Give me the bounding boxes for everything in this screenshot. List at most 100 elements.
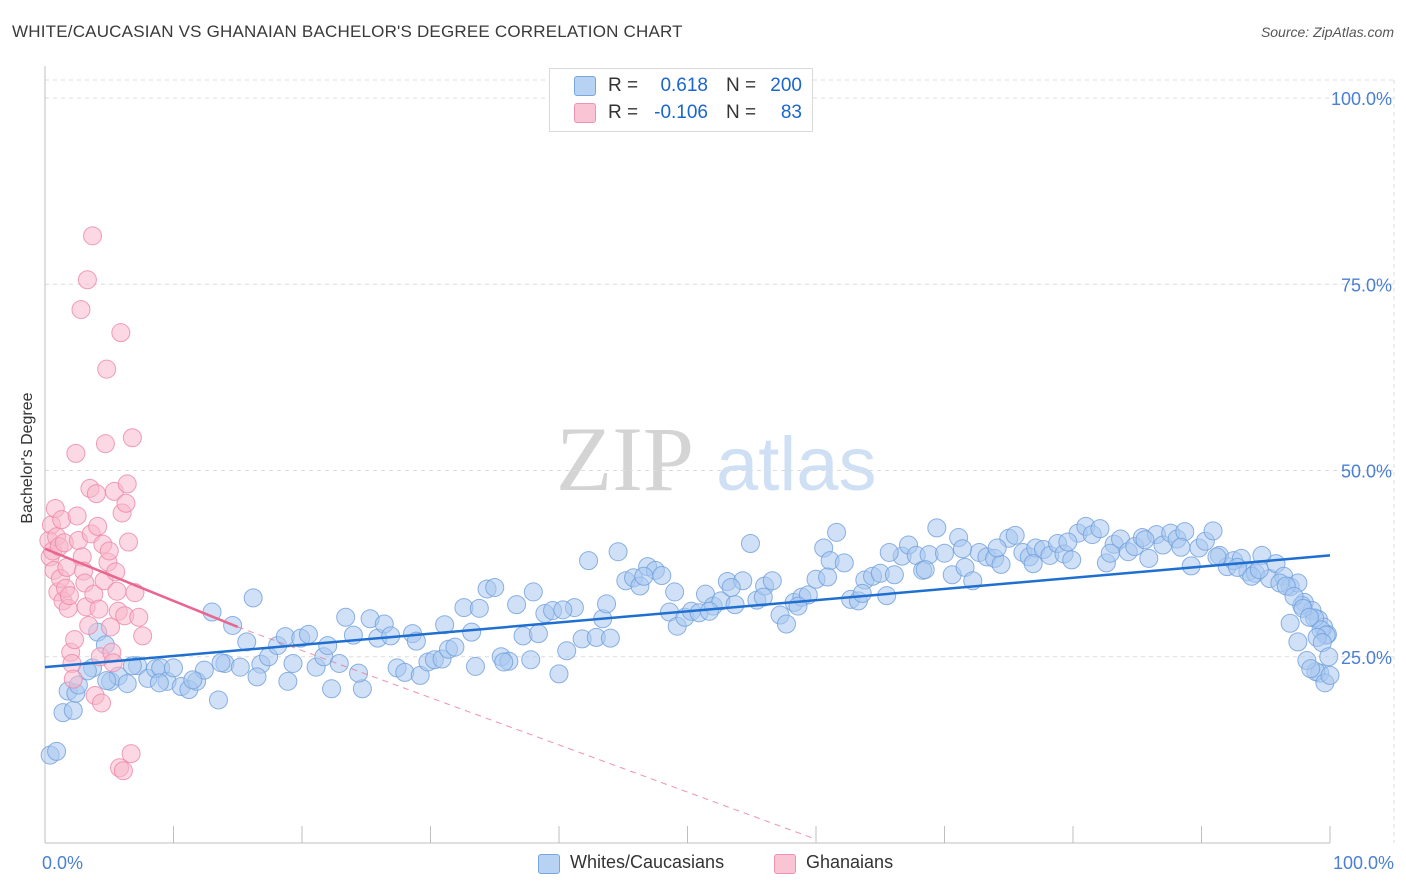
data-point-whites	[952, 539, 972, 559]
data-point-whites	[77, 661, 97, 681]
data-point-whites	[465, 656, 485, 676]
data-point-ghanaians	[67, 506, 87, 526]
bottom-legend-swatch-blue	[538, 854, 560, 874]
data-point-whites	[1299, 607, 1319, 627]
legend: R = 0.618 N = 200 R = -0.106 N = 83	[549, 68, 813, 132]
data-point-ghanaians	[122, 428, 142, 448]
data-point-ghanaians	[119, 532, 139, 552]
trend-lines	[44, 547, 1331, 840]
data-point-whites	[211, 653, 231, 673]
bottom-legend-label: Whites/Caucasians	[570, 852, 725, 872]
legend-r-value: -0.106	[654, 102, 708, 123]
data-point-whites	[329, 653, 349, 673]
data-point-whites	[183, 670, 203, 690]
data-point-whites	[1288, 632, 1308, 652]
data-point-whites	[1005, 525, 1025, 545]
data-point-whites	[1175, 522, 1195, 542]
data-point-ghanaians	[59, 586, 79, 606]
series-ghanaians	[39, 226, 153, 781]
y-tick-label: 100.0%	[1331, 89, 1392, 109]
data-point-whites	[278, 671, 298, 691]
data-point-whites	[788, 596, 808, 616]
data-point-whites	[469, 598, 489, 618]
data-point-whites	[597, 594, 617, 614]
data-point-whites	[834, 553, 854, 573]
data-point-whites	[1319, 647, 1339, 667]
data-point-whites	[818, 567, 838, 587]
trend-line-ghanaians-extension	[237, 626, 817, 840]
data-point-whites	[1171, 537, 1191, 557]
data-point-whites	[1139, 548, 1159, 568]
data-point-whites	[521, 650, 541, 670]
data-point-whites	[523, 582, 543, 602]
data-point-whites	[987, 538, 1007, 558]
data-point-ghanaians	[107, 581, 127, 601]
legend-r-value: 0.618	[660, 75, 708, 96]
data-point-ghanaians	[86, 484, 106, 504]
data-point-whites	[243, 588, 263, 608]
data-point-whites	[1100, 543, 1120, 563]
data-point-ghanaians	[111, 323, 131, 343]
data-point-ghanaians	[133, 626, 153, 646]
data-point-whites	[283, 653, 303, 673]
data-point-whites	[699, 601, 719, 621]
data-point-whites	[721, 577, 741, 597]
data-point-whites	[725, 595, 745, 615]
data-point-whites	[665, 582, 685, 602]
data-point-whites	[753, 587, 773, 607]
data-point-whites	[915, 560, 935, 580]
data-point-whites	[336, 607, 356, 627]
data-point-whites	[63, 700, 83, 720]
legend-swatch-pink	[574, 103, 596, 123]
data-point-whites	[230, 657, 250, 677]
data-point-whites	[406, 631, 426, 651]
data-point-whites	[208, 690, 228, 710]
data-point-ghanaians	[95, 434, 115, 454]
data-point-whites	[600, 628, 620, 648]
data-point-whites	[117, 674, 137, 694]
data-point-whites	[1280, 613, 1300, 633]
data-point-whites	[549, 664, 569, 684]
data-point-ghanaians	[116, 493, 136, 513]
data-point-whites	[608, 542, 628, 562]
data-point-whites	[435, 615, 455, 635]
data-point-whites	[485, 577, 505, 597]
data-point-whites	[762, 571, 782, 591]
data-point-ghanaians	[63, 669, 83, 689]
data-point-whites	[164, 658, 183, 678]
data-point-whites	[322, 679, 342, 699]
data-point-whites	[553, 600, 573, 620]
x-tick-label: 0.0%	[42, 853, 83, 873]
data-point-whites	[97, 671, 117, 691]
data-point-whites	[557, 641, 577, 661]
data-point-whites	[47, 741, 67, 761]
legend-n-value: 200	[770, 75, 802, 96]
data-point-ghanaians	[113, 761, 133, 781]
legend-r-label: R =	[608, 102, 639, 123]
data-point-whites	[991, 554, 1011, 574]
data-point-whites	[927, 518, 947, 538]
data-point-whites	[1320, 665, 1340, 685]
data-point-whites	[1023, 554, 1043, 574]
data-point-whites	[634, 566, 654, 586]
y-tick-label: 25.0%	[1341, 648, 1392, 668]
chart-title: WHITE/CAUCASIAN VS GHANAIAN BACHELOR'S D…	[12, 22, 683, 41]
data-point-whites	[1135, 530, 1155, 550]
data-point-whites	[1090, 519, 1110, 539]
data-point-whites	[247, 667, 267, 687]
data-point-ghanaians	[77, 270, 97, 290]
data-point-whites	[1207, 547, 1227, 567]
data-point-ghanaians	[65, 630, 85, 650]
y-tick-label: 50.0%	[1341, 462, 1392, 482]
legend-row-ghanaians: R = -0.106 N = 83	[550, 100, 812, 126]
data-point-whites	[1227, 557, 1247, 577]
legend-r-label: R =	[608, 75, 639, 96]
legend-swatch-blue	[574, 76, 596, 96]
data-point-ghanaians	[129, 607, 149, 627]
data-point-ghanaians	[97, 359, 117, 379]
data-point-ghanaians	[89, 599, 109, 619]
data-point-whites	[827, 522, 847, 542]
data-point-whites	[349, 663, 369, 683]
data-point-whites	[528, 624, 548, 644]
data-point-whites	[352, 679, 372, 699]
